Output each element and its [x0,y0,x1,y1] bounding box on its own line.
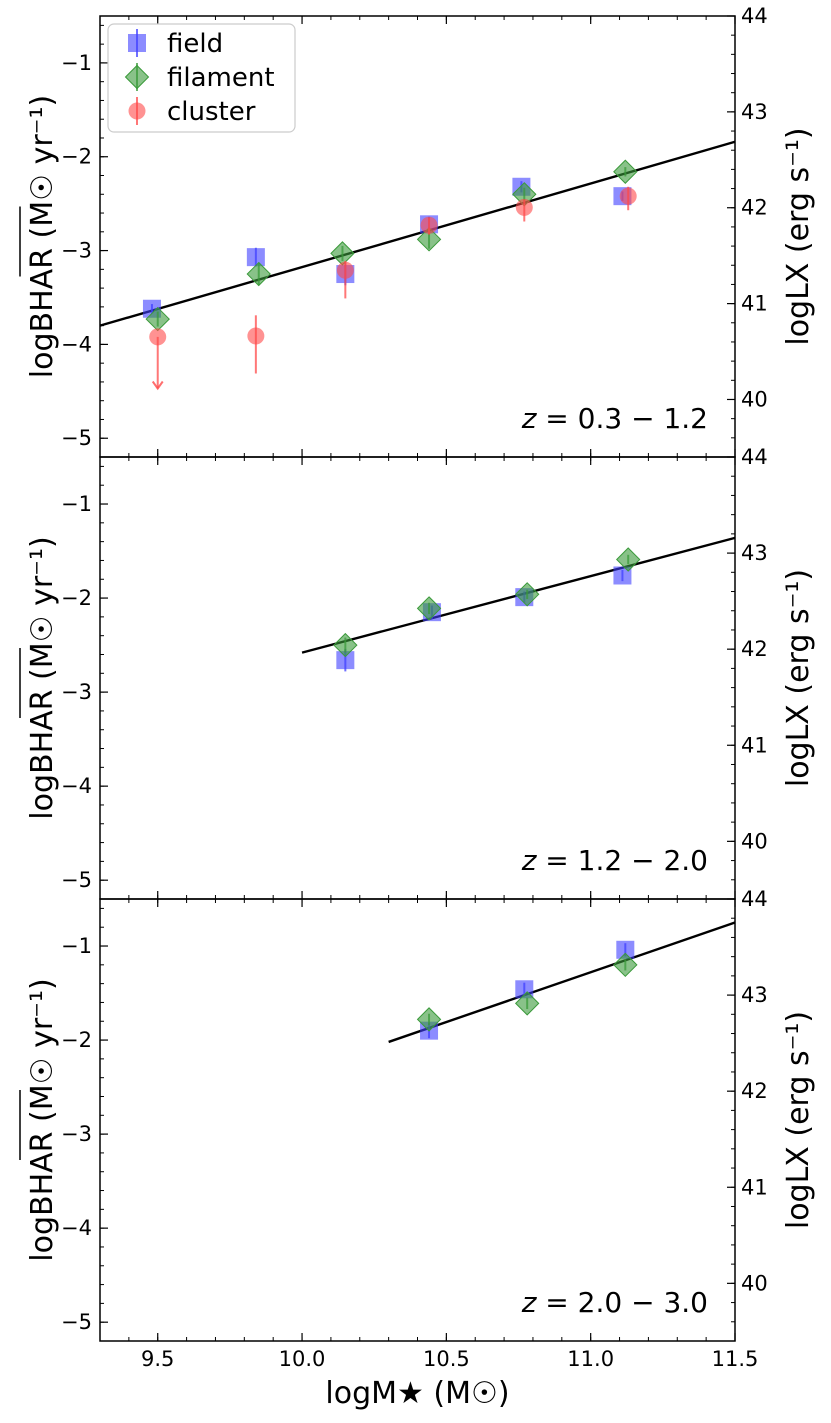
legend-box [107,23,296,133]
x-tick-label: 11.5 [712,1347,759,1371]
y-axis-title-left: logBHAR (M☉ yr⁻¹) [25,978,60,1261]
panel-frame [99,898,736,1342]
y-tick-label: −4 [61,774,92,798]
filament-point [416,227,442,252]
y-right-tick-label: 40 [741,829,768,853]
upper-limit-arrow [151,380,164,391]
filament-point [333,632,358,658]
y-right-tick-label: 40 [741,387,768,411]
y-axis-title-right: logLX (erg s⁻¹) [781,127,816,345]
redshift-symbol: z [521,402,538,435]
cluster-point [336,261,354,279]
y-tick-label: −3 [61,1122,92,1146]
y-tick-label: −5 [61,426,92,450]
cluster-point [149,328,167,346]
filament-point [514,991,540,1016]
redshift-label: z = 0.3 − 1.2 [521,402,708,435]
y-right-tick-label: 44 [741,887,768,911]
x-tick-label: 9.5 [141,1347,174,1371]
filament-point [416,1007,442,1032]
x-tick-label: 10.5 [423,1347,470,1371]
fit-line [388,921,736,1044]
y-right-tick-label: 42 [741,1079,768,1103]
redshift-symbol: z [521,844,538,877]
y-right-tick-label: 43 [741,983,768,1007]
x-tick-label: 11.0 [567,1347,614,1371]
y-tick-label: −4 [61,1216,92,1240]
x-tick-label: 10.0 [279,1347,326,1371]
filament-point [330,241,355,266]
cluster-point [247,327,265,345]
y-tick-label: −5 [61,868,92,892]
y-tick-label: −1 [61,492,92,516]
y-tick-label: −2 [61,586,92,610]
cluster-point [515,198,533,216]
panel-frame [99,456,736,900]
filament-point [416,596,442,621]
field-point [336,651,355,670]
y-right-tick-label: 42 [741,196,768,220]
y-right-tick-label: 41 [741,733,768,757]
filament-point [615,547,641,572]
y-right-tick-label: 44 [741,4,768,28]
y-axis-title-left: logBHAR (M☉ yr⁻¹) [25,536,60,819]
y-tick-label: −3 [61,680,92,704]
y-tick-label: −4 [61,332,92,356]
y-axis-title-left: logBHAR (M☉ yr⁻¹) [25,95,60,378]
fit-line [99,140,736,327]
y-right-tick-label: 41 [741,292,768,316]
legend-marker-filament [124,64,150,90]
legend-label-filament: filament [167,63,275,93]
panel-3: −1 −2 −3 −4 −5 40 41 42 43 44 z = 2.0 − 3.0 logBHAR… [19,887,816,1342]
y-right-tick-label: 44 [741,445,768,469]
legend-label-cluster: cluster [167,97,256,127]
y-tick-label: −2 [61,145,92,169]
y-right-tick-label: 42 [741,637,768,661]
filament-point [514,582,540,607]
y-tick-label: −1 [61,934,92,958]
filament-point [246,261,271,287]
field-point [613,566,632,585]
cluster-point [619,187,637,205]
y-right-tick-label: 43 [741,541,768,565]
legend: field filament cluster [107,23,296,133]
y-right-tick-label: 40 [741,1271,768,1295]
y-axis-title-right: logLX (erg s⁻¹) [781,1011,816,1229]
y-axis-title-right: logLX (erg s⁻¹) [781,569,816,787]
legend-label-field: field [167,29,223,59]
x-axis-title: logM★ (M☉) [325,1376,509,1411]
legend-marker-cluster [128,102,146,120]
filament-point [613,952,638,978]
filament-point [613,159,638,184]
redshift-label: z = 2.0 − 3.0 [521,1286,708,1319]
panel-2: −1 −2 −3 −4 −5 40 41 42 43 44 z = 1.2 − 2.0 logBHAR… [19,445,816,900]
y-tick-label: −5 [61,1310,92,1334]
y-tick-label: −1 [61,51,92,75]
field-point [246,248,265,267]
panel-1: −1 −2 −3 −4 −5 40 41 42 43 44 z = 0.3 − 1.2 logBHAR… [19,4,816,458]
legend-marker-field [128,34,146,52]
y-right-tick-label: 43 [741,100,768,124]
cluster-point [420,216,438,234]
redshift-label: z = 1.2 − 2.0 [521,844,708,877]
redshift-range: = 2.0 − 3.0 [536,1286,708,1319]
redshift-range: = 0.3 − 1.2 [536,402,708,435]
redshift-symbol: z [521,1286,538,1319]
field-point [616,940,635,959]
y-tick-label: −3 [61,239,92,263]
y-right-tick-label: 41 [741,1175,768,1199]
redshift-range: = 1.2 − 2.0 [536,844,708,877]
y-tick-label: −2 [61,1028,92,1052]
